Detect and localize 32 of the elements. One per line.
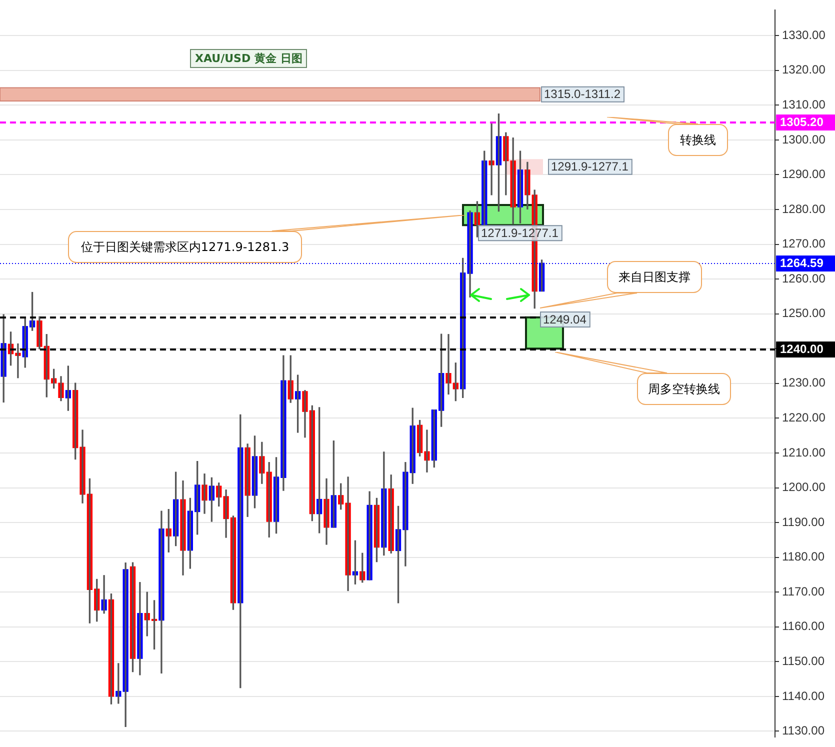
annotation: 位于日图关键需求区内1271.9-1281.3 <box>68 231 302 263</box>
y-tick-label: 1300.00 <box>782 132 826 146</box>
y-tick-label: 1260.00 <box>782 271 826 286</box>
ref-line-label: 1249.04 <box>543 312 587 326</box>
y-tick-label: 1310.00 <box>782 97 826 112</box>
ref-line-label: 1305.20 <box>780 114 824 129</box>
text: XAU/USD 黄金 日图 <box>190 49 308 68</box>
y-tick-label: 1320.00 <box>782 62 826 77</box>
y-tick-label: 1150.00 <box>782 654 825 668</box>
y-tick-label: 1180.00 <box>782 550 825 564</box>
y-tick-label: 1220.00 <box>782 410 826 425</box>
y-tick-label: 1270.00 <box>782 236 826 251</box>
y-tick-label: 1170.00 <box>782 584 825 598</box>
annotation: 周多空转换线 <box>637 373 731 405</box>
y-tick-label: 1140.00 <box>782 688 825 703</box>
band-label: 1291.9-1277.1 <box>551 160 629 174</box>
ref-line-label: 1264.59 <box>780 256 824 270</box>
band-label: 1271.9-1277.1 <box>481 226 559 240</box>
y-tick-label: 1330.00 <box>782 28 826 42</box>
y-tick-label: 1210.00 <box>782 445 826 460</box>
annotation: 来自日图支撑 <box>607 261 702 293</box>
y-tick-label: 1290.00 <box>782 167 826 182</box>
y-tick-label: 1160.00 <box>782 619 825 634</box>
y-tick-label: 1280.00 <box>782 202 826 216</box>
band-label: 1315.0-1311.2 <box>544 87 621 102</box>
y-tick-label: 1250.00 <box>782 306 826 320</box>
y-tick-label: 1230.00 <box>782 376 826 390</box>
annotation: 转换线 <box>668 124 728 156</box>
y-tick-label: 1190.00 <box>782 514 825 529</box>
ref-line-label: 1240.00 <box>780 342 824 356</box>
y-tick-label: 1130.00 <box>782 724 825 738</box>
y-tick-label: 1200.00 <box>782 480 826 494</box>
